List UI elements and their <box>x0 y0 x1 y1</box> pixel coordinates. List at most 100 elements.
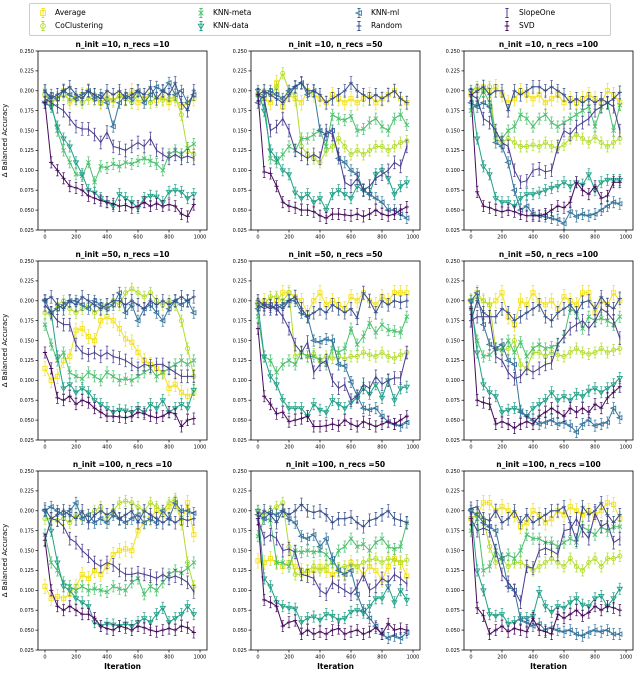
svg-text:0.025: 0.025 <box>20 228 34 234</box>
svg-text:0: 0 <box>43 445 46 451</box>
knn-ml-marker-icon <box>354 7 362 18</box>
svg-text:0.100: 0.100 <box>20 378 34 384</box>
svg-text:200: 200 <box>497 445 507 451</box>
subplot-canvas: n_init =10, n_recs =100 0.025 0.050 0.075 0.… <box>446 40 634 241</box>
svg-text:1000: 1000 <box>407 655 420 661</box>
svg-text:0.225: 0.225 <box>446 489 460 495</box>
svg-text:400: 400 <box>315 445 325 451</box>
subplot-title: n_init =10, n_recs =100 <box>499 40 598 49</box>
svg-text:0.150: 0.150 <box>446 128 460 134</box>
series-slopeone <box>256 298 409 407</box>
legend-item-random: Random <box>354 19 494 32</box>
svg-text:400: 400 <box>528 235 538 241</box>
svg-text:0.125: 0.125 <box>446 148 460 154</box>
y-axis-label: Δ Balanced Accuracy <box>1 314 9 388</box>
subplot-canvas: n_init =10, n_recs =10 0.025 0.050 0.075 0.1… <box>1 40 208 241</box>
svg-text:200: 200 <box>71 235 81 241</box>
svg-text:0: 0 <box>43 235 46 241</box>
svg-text:0.150: 0.150 <box>446 548 460 554</box>
svg-text:0.025: 0.025 <box>233 438 247 444</box>
svg-text:0.100: 0.100 <box>446 588 460 594</box>
svg-text:800: 800 <box>377 235 387 241</box>
subplot-title: n_init =50, n_recs =10 <box>75 250 169 259</box>
legend-label: KNN-data <box>213 21 249 30</box>
svg-text:0.175: 0.175 <box>233 318 247 324</box>
series-knn-meta <box>255 310 410 379</box>
svg-text:1000: 1000 <box>194 655 207 661</box>
series-svd <box>468 302 622 434</box>
svg-text:0.175: 0.175 <box>446 108 460 114</box>
subplot-title: n_init =50, n_recs =100 <box>499 250 598 259</box>
svg-text:0.200: 0.200 <box>20 299 34 305</box>
svg-text:0: 0 <box>256 655 259 661</box>
series-slopeone <box>43 298 196 384</box>
legend-item-average: Average <box>38 6 188 19</box>
series-slopeone <box>469 88 622 189</box>
subplot-title: n_init =100, n_recs =50 <box>286 460 385 469</box>
svg-text:0.200: 0.200 <box>233 299 247 305</box>
subplot-title: n_init =10, n_recs =10 <box>75 40 169 49</box>
svg-text:600: 600 <box>133 655 143 661</box>
svg-text:0.200: 0.200 <box>233 509 247 515</box>
svg-text:0.075: 0.075 <box>233 188 247 194</box>
svg-text:0.075: 0.075 <box>20 398 34 404</box>
series-svd <box>255 88 409 224</box>
svg-text:0: 0 <box>256 235 259 241</box>
svg-text:200: 200 <box>284 235 294 241</box>
y-axis-label: Δ Balanced Accuracy <box>1 524 9 598</box>
series-slopeone <box>43 92 196 166</box>
coclustering-marker-icon <box>40 20 46 31</box>
svg-text:400: 400 <box>102 445 112 451</box>
legend-item-coclustering: CoClustering <box>38 19 188 32</box>
svg-text:0.125: 0.125 <box>20 358 34 364</box>
series-svd <box>42 96 196 223</box>
svg-text:0.225: 0.225 <box>233 69 247 75</box>
subplot-canvas: n_init =50, n_recs =10 0.025 0.050 0.075 0.1… <box>1 250 208 451</box>
subplot-3: n_init =10, n_recs =100 0.025 0.050 0.075 0.… <box>426 38 639 248</box>
svg-text:0.250: 0.250 <box>20 259 34 265</box>
legend-label: CoClustering <box>55 21 104 30</box>
knn-data-marker-icon <box>197 20 205 31</box>
svg-text:0.075: 0.075 <box>233 398 247 404</box>
x-axis-label: Iteration <box>104 662 141 671</box>
svg-text:0.250: 0.250 <box>233 259 247 265</box>
series-knn-data <box>254 504 411 629</box>
subplot-1: n_init =10, n_recs =10 0.025 0.050 0.075 0.1… <box>0 38 213 248</box>
svg-text:0.050: 0.050 <box>446 418 460 424</box>
svg-text:600: 600 <box>559 655 569 661</box>
subplot-4: n_init =50, n_recs =10 0.025 0.050 0.075 0.1… <box>0 248 213 458</box>
svg-text:0.250: 0.250 <box>233 49 247 55</box>
slopeone-marker-icon <box>505 7 509 18</box>
svg-text:0.100: 0.100 <box>233 588 247 594</box>
svg-text:800: 800 <box>590 445 600 451</box>
svg-text:200: 200 <box>71 655 81 661</box>
svg-text:200: 200 <box>497 235 507 241</box>
svg-text:400: 400 <box>315 235 325 241</box>
svg-text:1000: 1000 <box>194 445 207 451</box>
svg-text:0.125: 0.125 <box>20 148 34 154</box>
svg-text:0.200: 0.200 <box>446 509 460 515</box>
series-slopeone <box>43 512 196 599</box>
series-slopeone <box>256 88 409 197</box>
svg-text:0.075: 0.075 <box>233 608 247 614</box>
legend-label: SVD <box>519 21 535 30</box>
svg-text:0.175: 0.175 <box>233 108 247 114</box>
svg-text:0.050: 0.050 <box>446 208 460 214</box>
svg-text:0.175: 0.175 <box>20 528 34 534</box>
legend-label: Average <box>55 8 86 17</box>
svg-text:0.150: 0.150 <box>233 548 247 554</box>
y-axis-label: Δ Balanced Accuracy <box>1 104 9 178</box>
subplot-7: n_init =100, n_recs =10 0.025 0.050 0.075 0.… <box>0 458 213 673</box>
series-svd <box>42 534 196 639</box>
subplot-canvas: n_init =10, n_recs =50 0.025 0.050 0.075 0.1… <box>233 40 421 241</box>
average-marker-icon <box>40 7 46 18</box>
svg-text:600: 600 <box>559 235 569 241</box>
svg-text:0.050: 0.050 <box>446 628 460 634</box>
x-axis-label: Iteration <box>530 662 567 671</box>
svg-text:0.100: 0.100 <box>233 378 247 384</box>
svg-text:0: 0 <box>469 655 472 661</box>
svg-text:0.225: 0.225 <box>233 489 247 495</box>
subplot-2: n_init =10, n_recs =50 0.025 0.050 0.075 0.1… <box>213 38 426 248</box>
legend-label: SlopeOne <box>519 8 556 17</box>
